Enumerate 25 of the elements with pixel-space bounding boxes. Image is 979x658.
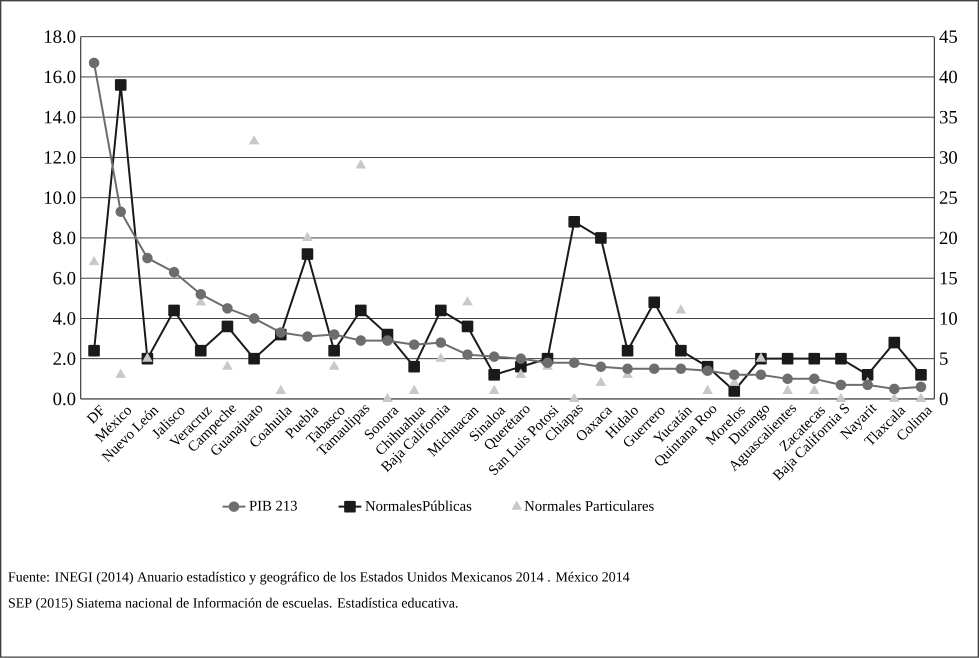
y-tick-label: 8.0 [53, 232, 76, 244]
y-tick-label: 14.0 [44, 110, 76, 124]
y-tick-label: 0.0 [53, 392, 76, 406]
y-tick-label: 6.0 [53, 272, 76, 285]
legend-label: NormalesPúblicas [365, 500, 472, 511]
y2-tick-label: 5 [940, 352, 948, 366]
y-tick-label: 2.0 [53, 352, 76, 366]
legend-label: PIB 213 [249, 500, 297, 511]
y-tick-label: 10.0 [44, 191, 76, 204]
y2-tick-label: 40 [939, 70, 957, 84]
y2-tick-label: 15 [940, 272, 957, 285]
y2-tick-label: 10 [940, 312, 957, 325]
y2-tick-label: 0 [940, 392, 948, 406]
y2-tick-label: 20 [940, 232, 957, 244]
y-tick-label: 4.0 [53, 312, 76, 325]
y-tick-label: 18.0 [44, 30, 76, 44]
y2-tick-label: 35 [940, 111, 957, 124]
y-tick-label: 16.0 [44, 70, 76, 84]
y2-tick-label: 25 [940, 192, 957, 204]
legend-label: Normales Particulares [524, 500, 654, 511]
y2-tick-label: 30 [940, 151, 957, 164]
source-note: Fuente: INEGI (2014) Anuario estadístico y geográfico de los Estados Unidos Mexicanos 2014 . México 2014 [8, 572, 630, 585]
y2-tick-label: 45 [939, 30, 957, 44]
y-tick-label: 12.0 [44, 151, 76, 164]
text: SEP (2015) Siatema nacional de Información de escuelas. Estadística educativa. [8, 598, 458, 611]
